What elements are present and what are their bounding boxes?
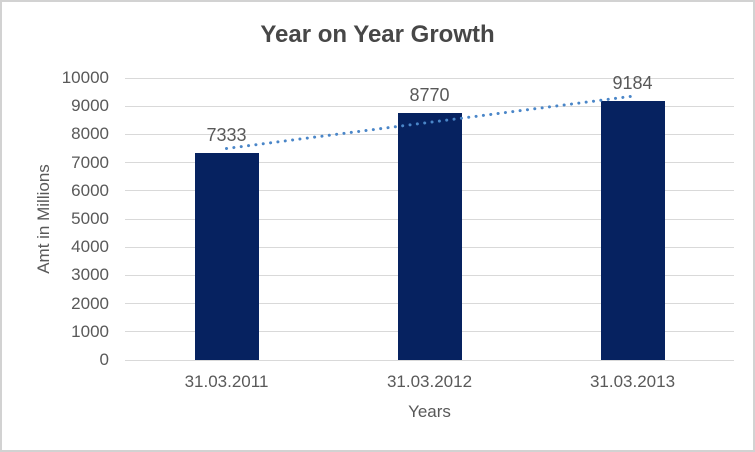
x-axis-title: Years	[408, 402, 451, 421]
gridline	[125, 77, 734, 79]
y-axis-tick-label: 6000	[71, 180, 109, 200]
bar	[194, 153, 259, 360]
y-axis-tick-label: 3000	[71, 265, 109, 285]
y-axis-tick-label: 5000	[71, 209, 109, 228]
bar-data-label: 7333	[206, 125, 247, 146]
y-axis-tick-label: 7000	[71, 152, 109, 172]
y-axis-tick-label: 4000	[71, 237, 109, 257]
x-axis-tick-label: 31.03.2011	[184, 372, 269, 391]
chart-title: Year on Year Growth	[260, 21, 495, 48]
y-axis-tick-label: 9000	[71, 96, 109, 116]
y-axis-tick-label: 10000	[61, 68, 109, 87]
gridline	[125, 359, 734, 361]
bar	[397, 112, 462, 360]
x-axis-tick-label: 31.03.2012	[386, 372, 473, 391]
y-axis-tick-label: 0	[99, 350, 109, 369]
bar-data-label: 8770	[409, 84, 450, 105]
y-axis-tick-label: 1000	[71, 321, 109, 341]
y-axis-tick-label: 8000	[71, 124, 109, 144]
bar-data-label: 9184	[612, 73, 653, 93]
x-axis-tick-label: 31.03.2013	[589, 372, 676, 391]
y-axis-tick-label: 2000	[71, 293, 109, 313]
bar	[600, 101, 665, 360]
